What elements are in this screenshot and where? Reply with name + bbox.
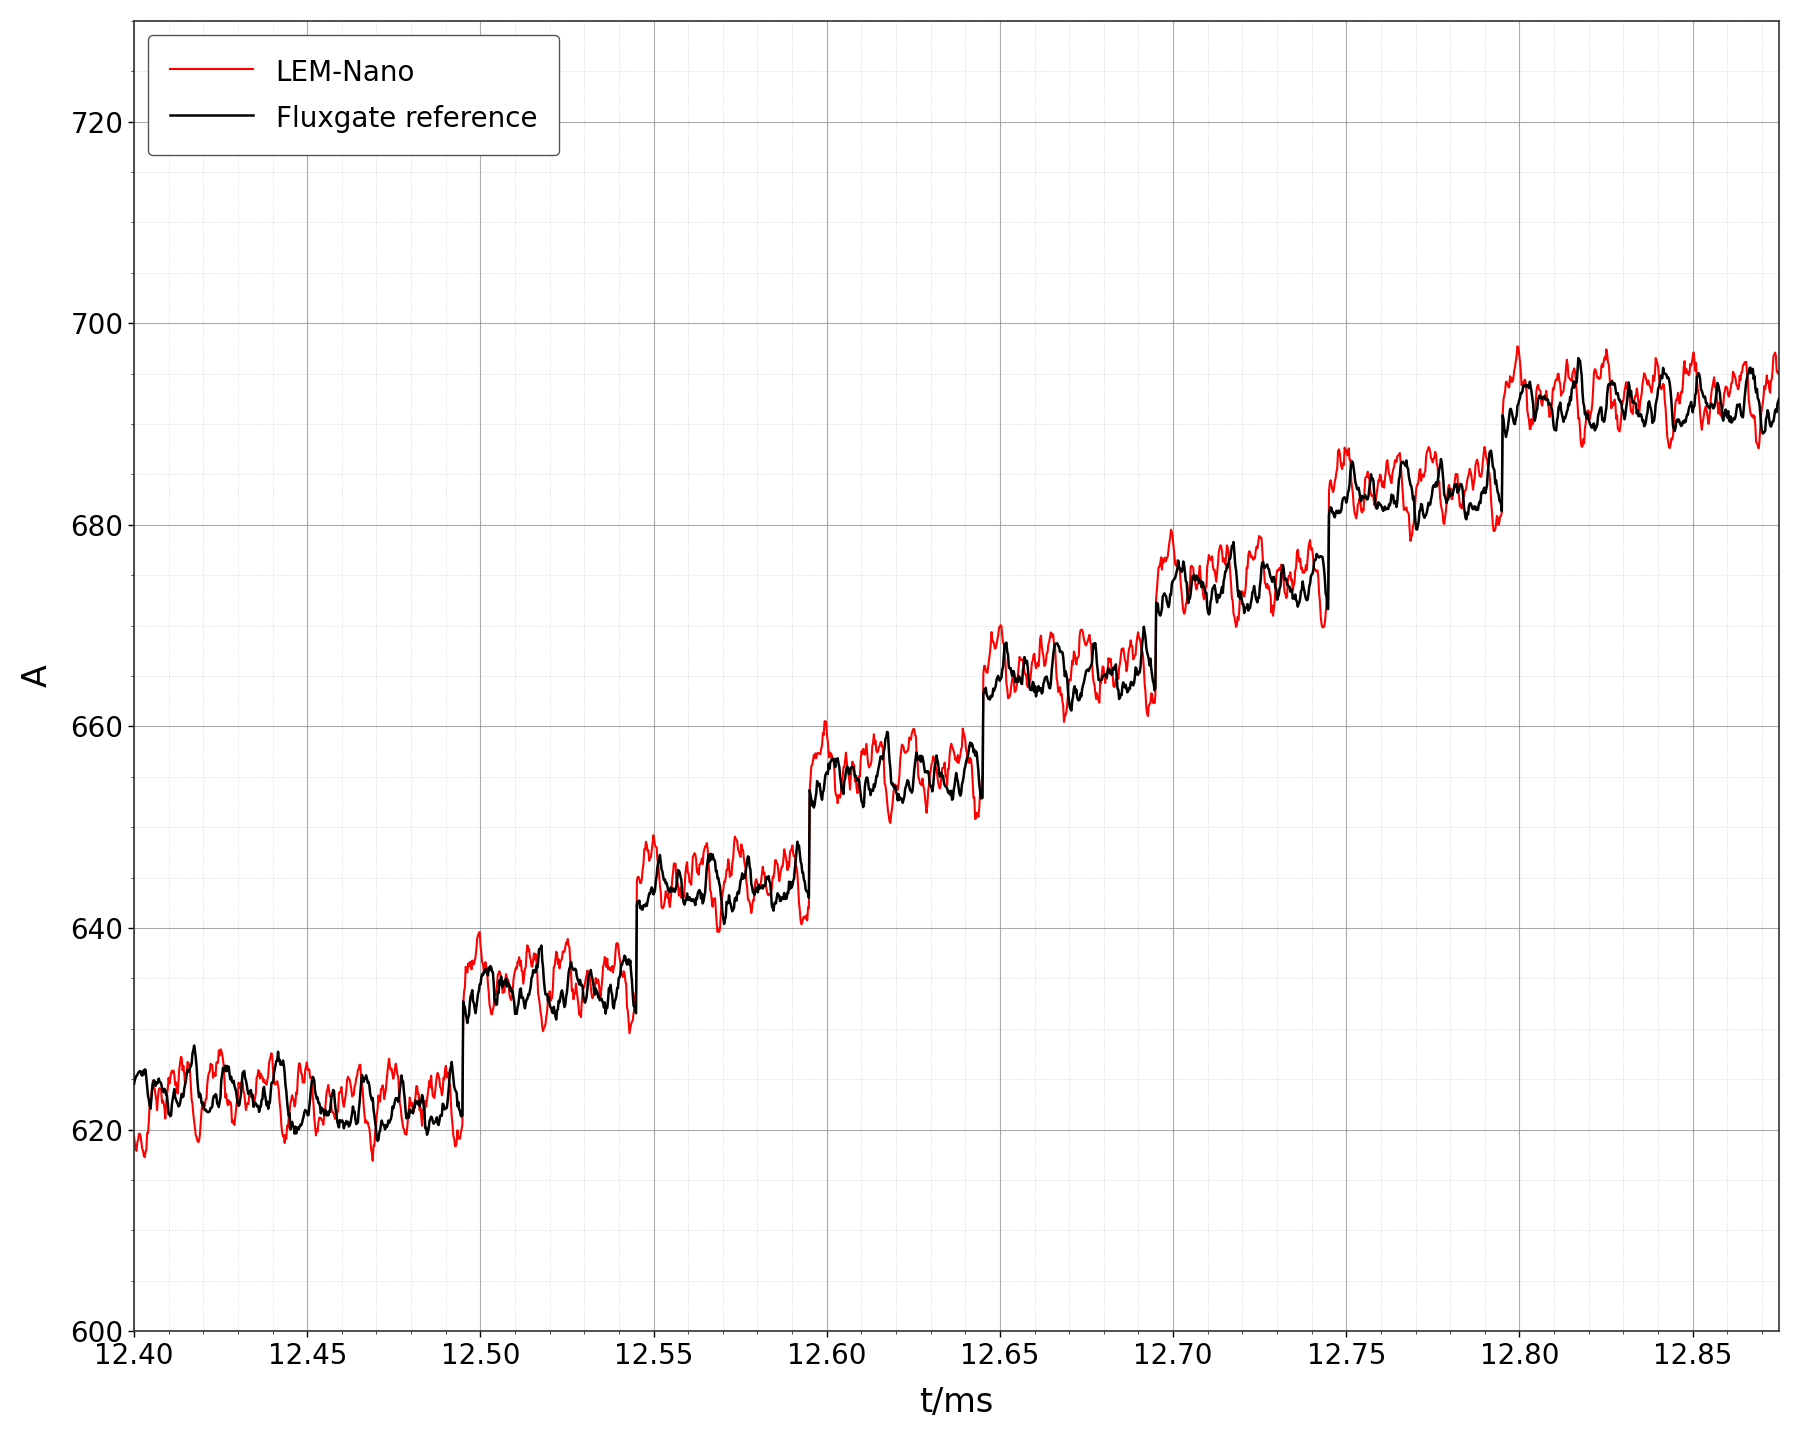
Fluxgate reference	[1721, 413, 1742, 431]
LEM-Nano	[1768, 363, 1789, 380]
Fluxgate reference	[122, 1076, 144, 1093]
Fluxgate reference	[1420, 495, 1442, 513]
Y-axis label: A: A	[22, 664, 54, 687]
LEM-Nano	[362, 1152, 383, 1169]
Fluxgate reference	[1723, 410, 1744, 428]
LEM-Nano	[1507, 337, 1528, 354]
LEM-Nano	[1420, 444, 1442, 461]
LEM-Nano	[207, 1054, 229, 1071]
Fluxgate reference	[1568, 350, 1589, 367]
LEM-Nano	[880, 805, 902, 822]
Legend: LEM-Nano, Fluxgate reference: LEM-Nano, Fluxgate reference	[148, 35, 560, 156]
LEM-Nano	[1723, 363, 1744, 380]
LEM-Nano	[122, 1128, 144, 1145]
Line: LEM-Nano: LEM-Nano	[133, 346, 1778, 1161]
LEM-Nano	[1721, 374, 1742, 392]
Line: Fluxgate reference: Fluxgate reference	[133, 359, 1778, 1140]
LEM-Nano	[923, 750, 945, 768]
Fluxgate reference	[923, 757, 945, 775]
Fluxgate reference	[367, 1132, 389, 1149]
Fluxgate reference	[207, 1094, 229, 1112]
Fluxgate reference	[1768, 390, 1789, 408]
X-axis label: t/ms: t/ms	[920, 1387, 994, 1420]
Fluxgate reference	[880, 773, 902, 791]
